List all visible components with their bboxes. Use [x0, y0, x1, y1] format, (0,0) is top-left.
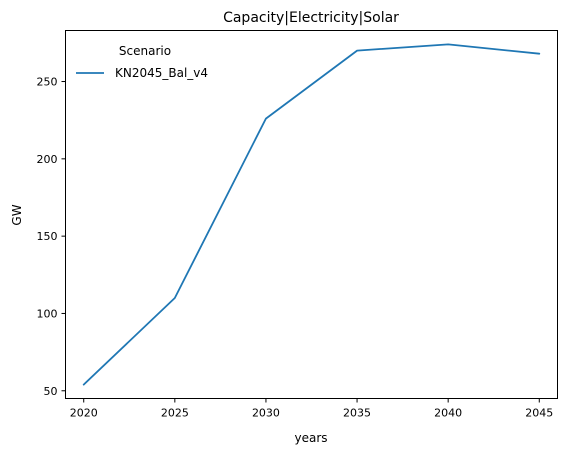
x-tick-label: 2030 — [252, 407, 280, 420]
y-tick-label: 250 — [37, 76, 58, 89]
series-layer — [82, 43, 541, 386]
chart-title: Capacity|Electricity|Solar — [223, 10, 399, 26]
y-tick-label: 200 — [37, 153, 58, 166]
x-tick-label: 2045 — [525, 407, 553, 420]
legend-series-label: KN2045_Bal_v4 — [115, 66, 208, 80]
x-axis: 2020 2025 2030 2035 2040 2045 — [70, 398, 553, 420]
y-tick-label: 150 — [37, 230, 58, 243]
x-axis-label: years — [294, 431, 327, 445]
plot-area — [65, 30, 558, 399]
plot-frame — [65, 30, 558, 399]
x-tick-label: 2035 — [343, 407, 371, 420]
y-tick-label: 50 — [44, 385, 58, 398]
y-axis-label: GW — [10, 204, 24, 225]
x-tick-label: 2040 — [434, 407, 462, 420]
y-axis: 50 100 150 200 250 — [37, 76, 66, 398]
legend: Scenario KN2045_Bal_v4 — [76, 44, 208, 80]
legend-title: Scenario — [119, 44, 171, 58]
series-line — [82, 43, 541, 386]
y-tick-label: 100 — [37, 307, 58, 320]
x-tick-label: 2020 — [70, 407, 98, 420]
x-tick-label: 2025 — [161, 407, 189, 420]
